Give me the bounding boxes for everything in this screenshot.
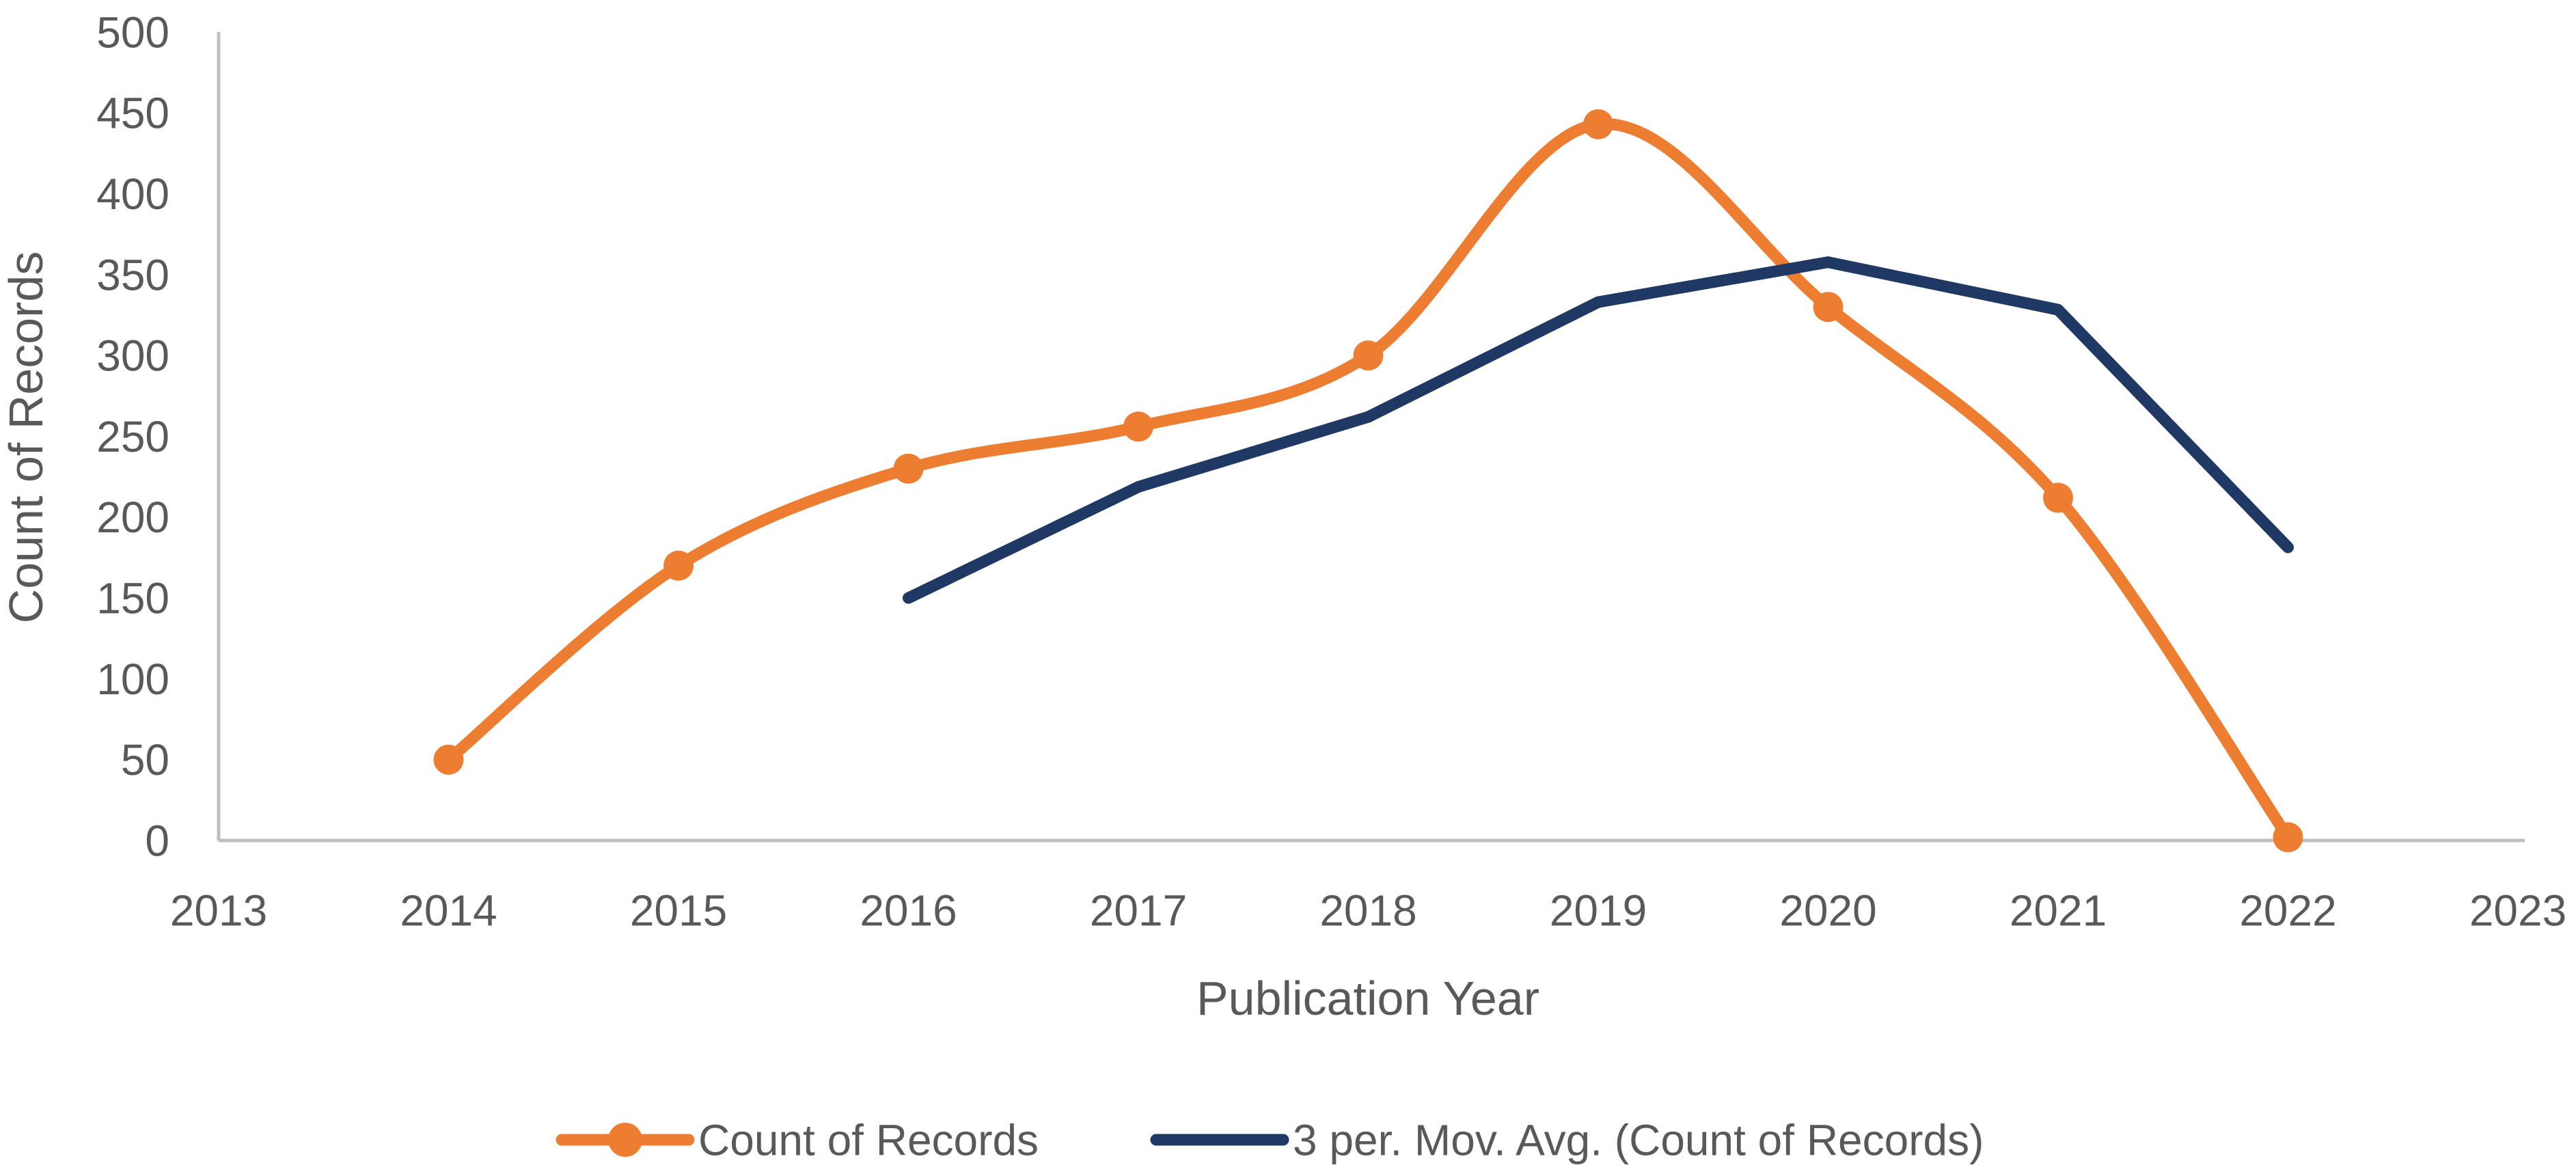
data-point-marker [893, 453, 924, 484]
legend-label: 3 per. Mov. Avg. (Count of Records) [1293, 1115, 1984, 1164]
x-tick-label: 2015 [630, 886, 727, 935]
y-tick-label: 400 [96, 169, 169, 219]
x-tick-label: 2021 [2010, 886, 2107, 935]
y-tick-label: 350 [96, 250, 169, 299]
y-tick-label: 450 [96, 89, 169, 138]
legend: Count of Records 3 per. Mov. Avg. (Count … [556, 1115, 1984, 1164]
y-tick-labels-group: 0 50 100 150 200 250 300 350 400 450 500 [96, 8, 169, 865]
x-tick-label: 2017 [1090, 886, 1187, 935]
legend-item-1: 3 per. Mov. Avg. (Count of Records) [1150, 1115, 1984, 1164]
axes-group [217, 32, 2525, 843]
x-axis-title: Publication Year [1196, 972, 1539, 1025]
y-tick-label: 200 [96, 493, 169, 542]
data-point-marker [1123, 411, 1153, 442]
x-tick-label: 2016 [860, 886, 957, 935]
series-group [433, 109, 2303, 853]
legend-item-0: Count of Records [556, 1115, 1039, 1164]
y-tick-label: 0 [145, 816, 169, 865]
data-point-marker [1813, 292, 1844, 323]
x-tick-label: 2013 [170, 886, 267, 935]
x-tick-label: 2020 [1779, 886, 1876, 935]
series-line-1 [903, 256, 2294, 604]
y-tick-label: 100 [96, 655, 169, 704]
data-point-marker [1353, 340, 1384, 371]
x-tick-label: 2023 [2469, 886, 2566, 935]
data-point-marker [2273, 822, 2303, 853]
x-tick-label: 2022 [2239, 886, 2336, 935]
data-point-marker [433, 744, 464, 775]
x-tick-label: 2018 [1319, 886, 1416, 935]
data-point-marker [663, 550, 694, 581]
x-tick-label: 2014 [400, 886, 497, 935]
x-tick-label: 2019 [1550, 886, 1647, 935]
series-line-0 [443, 118, 2294, 843]
y-tick-label: 150 [96, 574, 169, 623]
y-axis-title: Count of Records [0, 251, 53, 624]
data-point-marker [1583, 109, 1613, 139]
legend-label: Count of Records [698, 1115, 1039, 1164]
y-tick-label: 300 [96, 331, 169, 381]
y-tick-label: 50 [121, 735, 169, 784]
x-tick-labels-group: 2013 2014 2015 2016 2017 2018 2019 2020 2021 2022… [170, 886, 2566, 935]
y-tick-label: 500 [96, 8, 169, 57]
data-point-marker [2043, 482, 2073, 513]
y-tick-label: 250 [96, 412, 169, 461]
legend-swatch-marker [608, 1123, 642, 1157]
